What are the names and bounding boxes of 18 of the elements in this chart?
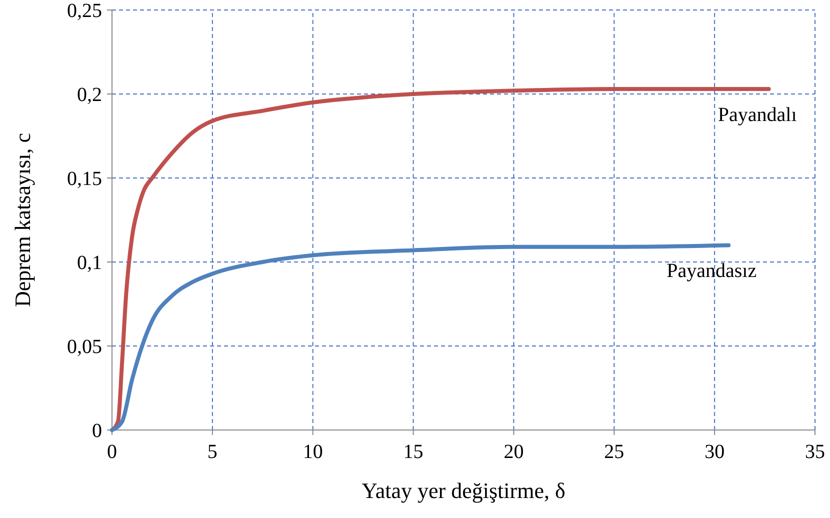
x-tick-label: 20 — [504, 441, 524, 463]
x-tick-label: 10 — [302, 441, 323, 463]
x-tick-label: 30 — [704, 441, 725, 463]
series-label: Payandasız — [666, 260, 757, 282]
x-tick-label: 5 — [207, 441, 218, 463]
x-axis-title: Yatay yer değiştirme, δ — [362, 478, 566, 503]
x-tick-label: 25 — [604, 441, 624, 463]
y-tick-label: 0 — [92, 420, 102, 442]
y-tick-label: 0,15 — [67, 168, 102, 190]
x-tick-label: 15 — [403, 441, 424, 463]
y-axis-title: Deprem katsayısı, c — [10, 132, 35, 308]
x-tick-label: 35 — [805, 441, 825, 463]
y-tick-label: 0,05 — [67, 336, 102, 358]
series-label: Payandalı — [718, 104, 798, 126]
x-tick-label: 0 — [107, 441, 117, 463]
y-tick-label: 0,25 — [67, 0, 102, 22]
y-tick-label: 0,1 — [77, 252, 102, 274]
y-tick-label: 0,2 — [77, 84, 102, 106]
